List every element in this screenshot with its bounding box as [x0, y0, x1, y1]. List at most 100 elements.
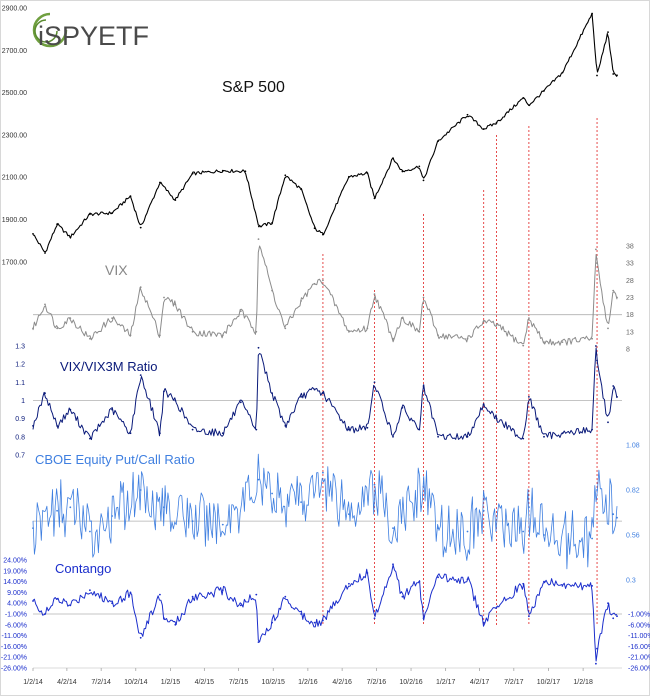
panel-title: VIX/VIX3M Ratio — [60, 359, 158, 374]
y-tick-label: 18 — [626, 312, 634, 319]
data-point — [595, 345, 597, 347]
data-point — [89, 530, 91, 533]
data-point — [255, 428, 258, 431]
data-point — [163, 506, 165, 509]
data-point — [111, 317, 113, 319]
data-point — [591, 12, 593, 15]
data-point — [495, 324, 498, 326]
data-point — [313, 388, 316, 391]
x-tick-label: 10/2/14 — [124, 679, 147, 686]
data-point — [139, 374, 142, 376]
data-point — [191, 520, 194, 523]
data-point — [284, 327, 287, 330]
data-point — [422, 485, 425, 488]
data-point — [543, 90, 545, 92]
data-point — [159, 432, 161, 435]
data-point — [69, 317, 72, 319]
y-tick-label: 0.8 — [15, 434, 25, 441]
data-point — [591, 337, 593, 340]
x-tick-label: 1/2/17 — [436, 679, 456, 686]
data-point — [543, 341, 545, 343]
data-point — [174, 303, 177, 306]
data-point — [528, 317, 530, 319]
data-point — [221, 432, 224, 435]
y-tick-label-right: -21.00% — [628, 655, 650, 662]
data-point — [56, 223, 58, 226]
data-point — [129, 591, 132, 594]
data-point — [607, 602, 609, 605]
data-point — [348, 330, 350, 333]
data-point — [129, 432, 132, 435]
x-tick-label: 7/2/15 — [229, 679, 249, 686]
data-point — [32, 327, 34, 330]
y-tick-label-right: -6.00% — [628, 622, 650, 629]
x-tick-label: 10/2/15 — [262, 679, 285, 686]
data-point — [418, 428, 421, 431]
data-point — [401, 317, 404, 319]
data-point — [616, 296, 618, 299]
data-point — [313, 282, 316, 285]
data-point — [528, 104, 530, 106]
data-point — [322, 392, 324, 395]
data-point — [313, 227, 316, 230]
data-point — [159, 181, 161, 184]
data-point — [495, 606, 498, 609]
x-tick-label: 4/2/15 — [195, 679, 215, 686]
y-tick-label: 19.00% — [3, 568, 27, 575]
y-tick-label: 1.1 — [15, 380, 25, 387]
data-point — [271, 289, 273, 292]
data-point — [139, 636, 142, 639]
data-point — [322, 471, 324, 474]
data-point — [239, 604, 242, 607]
data-point — [191, 595, 194, 598]
data-point — [44, 252, 46, 254]
y-tick-label: 0.7 — [15, 453, 25, 460]
y-tick-label-right: -11.00% — [628, 633, 650, 640]
data-point — [89, 337, 91, 340]
data-point — [271, 222, 273, 224]
data-point — [56, 598, 58, 600]
data-point — [139, 489, 142, 491]
data-point — [482, 128, 485, 130]
y-tick-label: 2500.00 — [2, 90, 27, 97]
data-point — [300, 300, 302, 302]
data-point — [561, 71, 564, 74]
panel-title: CBOE Equity Put/Call Ratio — [35, 452, 195, 467]
panel-title: VIX — [105, 262, 128, 278]
y-tick-label: 1700.00 — [2, 259, 27, 266]
series-line — [32, 347, 618, 441]
y-tick-label: -21.00% — [1, 655, 27, 662]
y-tick-label: 0.3 — [626, 578, 636, 585]
data-point — [300, 188, 302, 191]
x-tick-label: 7/2/14 — [91, 679, 111, 686]
data-point — [322, 619, 324, 622]
data-point — [561, 432, 564, 435]
data-point — [596, 74, 598, 77]
data-point — [300, 501, 302, 503]
data-point — [129, 334, 132, 337]
data-point — [69, 604, 72, 607]
data-point — [284, 425, 287, 427]
data-point — [239, 401, 242, 404]
data-point — [348, 582, 350, 585]
data-point — [32, 600, 34, 602]
data-point — [528, 506, 530, 509]
data-point — [596, 489, 598, 491]
data-point — [543, 534, 545, 536]
data-point — [300, 613, 302, 615]
data-point — [437, 576, 439, 579]
data-point — [111, 212, 113, 214]
logo-swirl-icon — [32, 12, 68, 48]
data-point — [366, 426, 369, 429]
data-point — [522, 530, 525, 533]
x-tick-label: 1/2/16 — [298, 679, 318, 686]
data-point — [89, 589, 91, 592]
y-tick-label-right: -1.00% — [628, 612, 650, 619]
panel-title: Contango — [55, 561, 111, 576]
data-point — [174, 623, 177, 626]
y-tick-label: 1 — [21, 398, 25, 405]
y-tick-label: -16.00% — [1, 644, 27, 651]
data-point — [284, 595, 287, 598]
